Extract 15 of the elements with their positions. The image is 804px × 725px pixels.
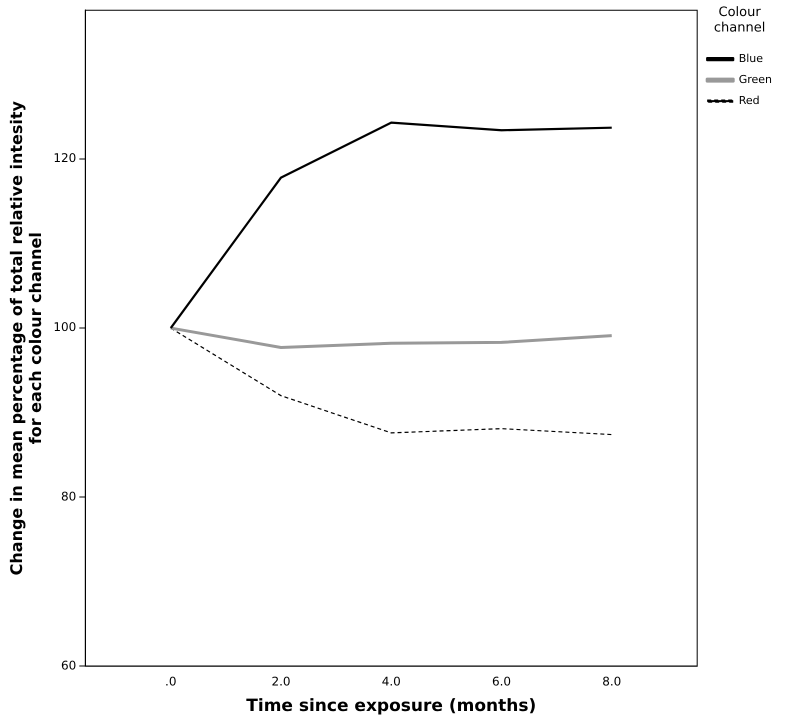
y-tick-label: 60: [61, 658, 76, 672]
x-tick-label: 8.0: [602, 674, 622, 689]
legend-label: Red: [738, 94, 760, 107]
x-tick-label: 6.0: [492, 674, 512, 689]
y-tick-label: 80: [61, 489, 76, 504]
x-tick-label: .0: [165, 674, 176, 689]
legend-label: Blue: [738, 52, 764, 65]
x-tick-label: 2.0: [271, 674, 291, 689]
y-tick-label: 100: [53, 320, 76, 334]
legend-title: Colour channel: [714, 4, 766, 36]
x-axis-title: Time since exposure (months): [246, 696, 536, 716]
y-axis-title: Change in mean percentage of total relative intesity for each colour channel: [6, 100, 45, 576]
legend-label: Green: [738, 72, 772, 86]
y-tick-label: 120: [53, 151, 76, 166]
x-tick-label: 4.0: [382, 674, 401, 689]
